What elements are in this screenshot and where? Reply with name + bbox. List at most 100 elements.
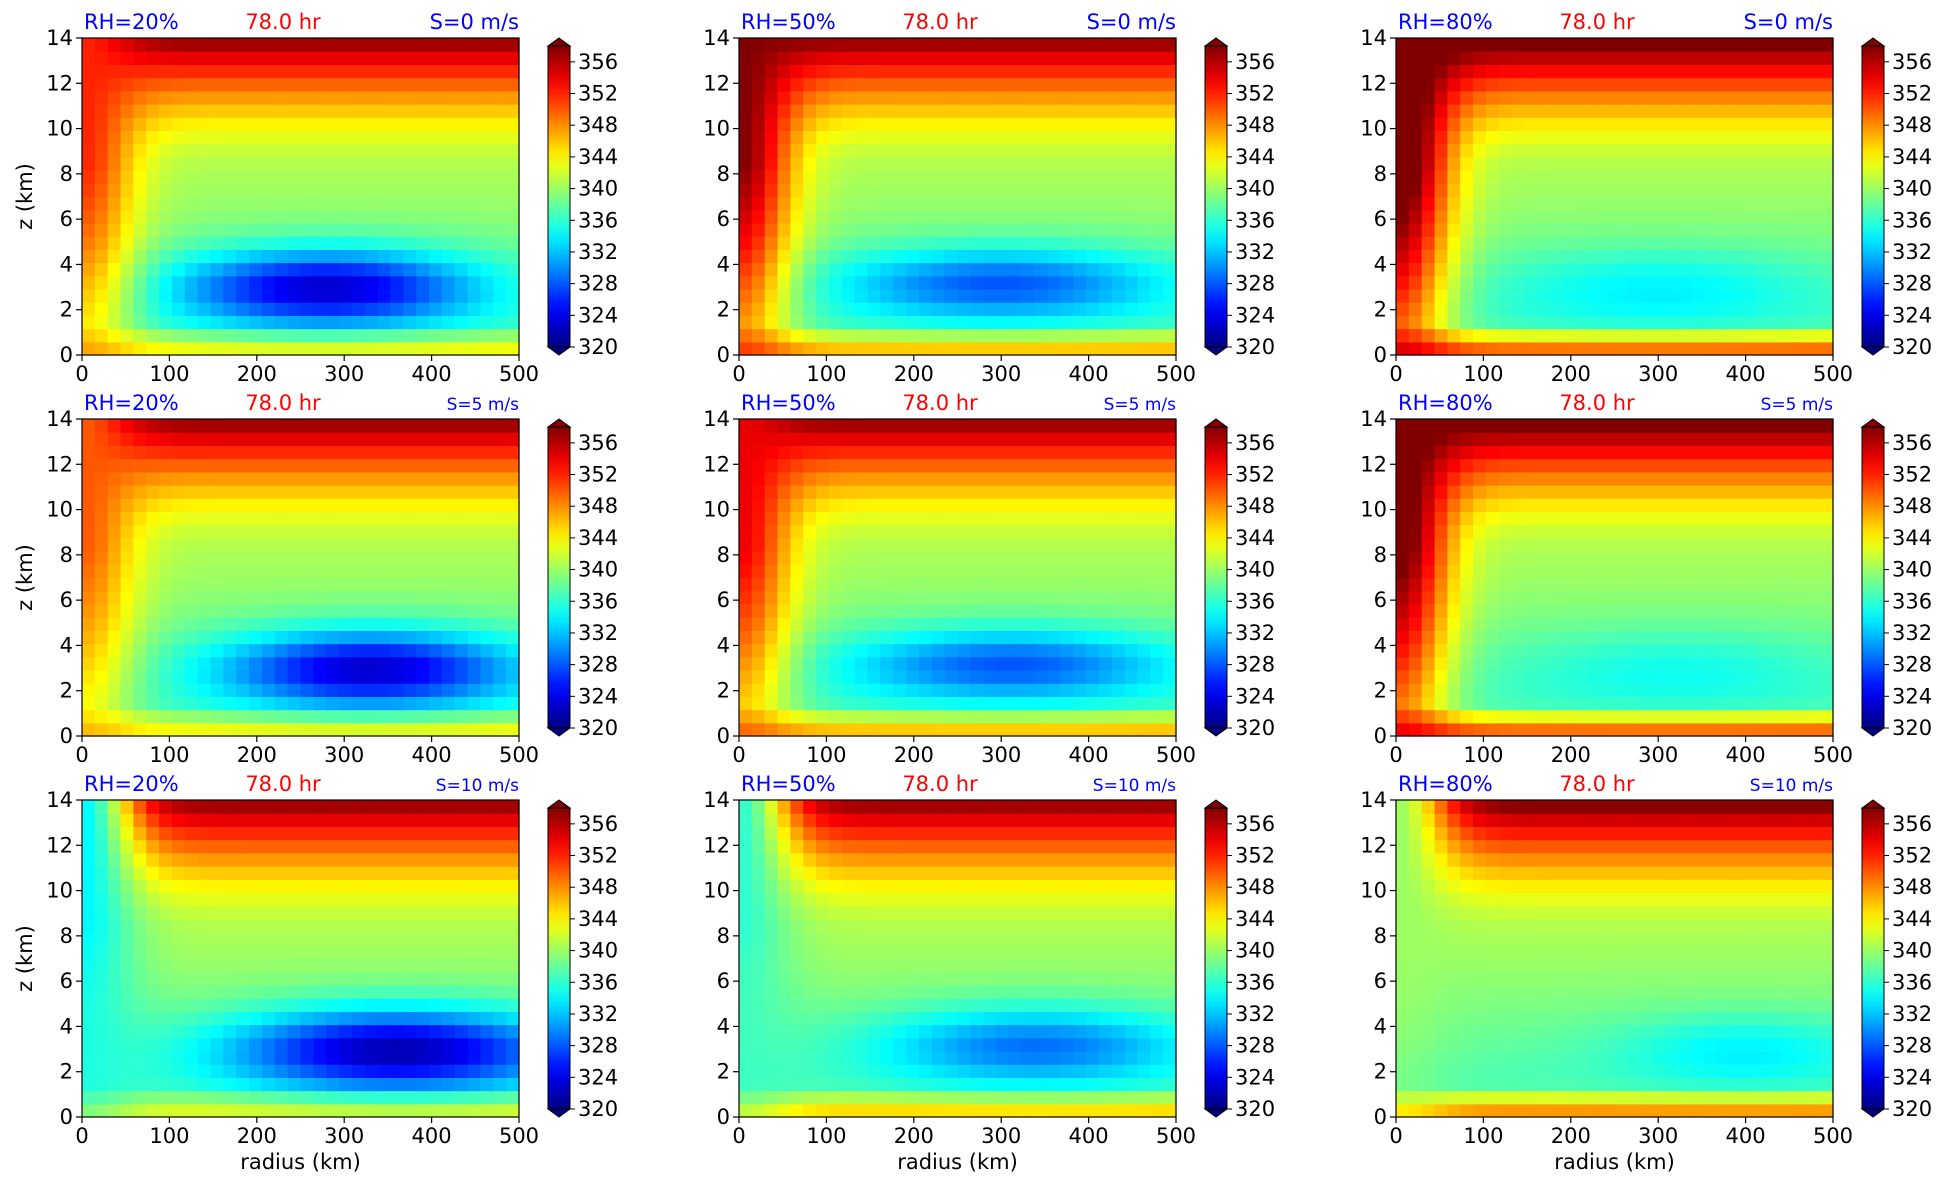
field-cell: [957, 590, 971, 605]
filled-contour-field: [82, 419, 520, 737]
field-cell: [803, 643, 817, 658]
field-cell: [1511, 590, 1526, 605]
field-cell: [1008, 419, 1023, 433]
field-cell: [82, 156, 96, 171]
field-cell: [493, 603, 507, 618]
field-cell: [944, 341, 959, 356]
field-cell: [1755, 64, 1770, 79]
field-cell: [364, 143, 379, 158]
field-cell: [480, 709, 494, 724]
title-shear: S=5 m/s: [1104, 395, 1177, 415]
field-cell: [1460, 222, 1474, 237]
field-cell: [1781, 236, 1796, 250]
field-cell: [454, 130, 469, 145]
field-cell: [184, 38, 199, 52]
field-cell: [82, 51, 96, 66]
field-cell: [1601, 117, 1616, 132]
field-cell: [880, 709, 894, 724]
field-cell: [133, 236, 147, 250]
field-cell: [133, 104, 147, 118]
field-cell: [739, 170, 753, 184]
field-cell: [867, 77, 881, 92]
field-cell: [184, 630, 199, 645]
field-cell: [1524, 130, 1538, 145]
field-cell: [1511, 511, 1526, 526]
field-cell: [1447, 209, 1461, 224]
field-cell: [1563, 498, 1577, 513]
field-cell: [803, 471, 817, 486]
field-cell: [1460, 630, 1474, 645]
field-cell: [1575, 64, 1590, 79]
field-cell: [210, 262, 224, 277]
field-cell: [1691, 209, 1706, 224]
field-cell: [133, 222, 147, 237]
field-cell: [506, 656, 520, 671]
field-cell: [82, 537, 96, 552]
field-cell: [816, 302, 830, 316]
field-cell: [790, 643, 804, 658]
field-cell: [893, 709, 907, 724]
field-cell: [390, 458, 404, 473]
field-cell: [390, 209, 404, 224]
field-cell: [403, 696, 417, 711]
field-cell: [1473, 709, 1487, 724]
field-cell: [159, 288, 173, 303]
field-cell: [146, 696, 160, 711]
field-cell: [236, 524, 250, 539]
field-cell: [1473, 445, 1487, 460]
field-cell: [197, 458, 212, 473]
field-cell: [1537, 524, 1551, 539]
field-cell: [364, 249, 379, 264]
field-cell: [1665, 104, 1680, 118]
field-cell: [364, 38, 379, 52]
field-cell: [841, 603, 856, 618]
field-cell: [1098, 498, 1113, 513]
field-cell: [133, 77, 147, 92]
field-cell: [1396, 288, 1410, 303]
field-cell: [1511, 458, 1526, 473]
field-cell: [480, 471, 494, 486]
field-cell: [1163, 722, 1177, 737]
field-cell: [197, 432, 212, 447]
field-cell: [1640, 302, 1654, 316]
field-cell: [364, 104, 379, 118]
field-cell: [841, 551, 856, 565]
field-cell: [1511, 419, 1526, 433]
field-cell: [1717, 577, 1731, 592]
field-cell: [1524, 537, 1538, 552]
field-cell: [197, 537, 212, 552]
field-cell: [1086, 38, 1100, 52]
field-cell: [906, 196, 920, 211]
field-cell: [441, 722, 456, 737]
field-cell: [351, 603, 366, 618]
field-cell: [1614, 302, 1628, 316]
field-cell: [223, 143, 237, 158]
field-cell: [159, 38, 173, 52]
field-cell: [1060, 458, 1074, 473]
field-cell: [249, 419, 263, 433]
field-cell: [1691, 341, 1706, 356]
field-cell: [287, 643, 302, 658]
field-cell: [1124, 170, 1139, 184]
field-cell: [764, 419, 779, 433]
field-cell: [1614, 669, 1628, 684]
field-cell: [480, 643, 494, 658]
field-cell: [339, 432, 353, 447]
field-cell: [1060, 315, 1074, 330]
field-cell: [816, 262, 830, 277]
field-cell: [1794, 288, 1808, 303]
field-cell: [1073, 722, 1087, 737]
field-cell: [210, 709, 224, 724]
field-cell: [1086, 696, 1100, 711]
field-cell: [1498, 328, 1513, 343]
field-cell: [1627, 590, 1641, 605]
field-cell: [1653, 64, 1667, 79]
field-cell: [1550, 170, 1564, 184]
field-cell: [1524, 498, 1538, 513]
field-cell: [480, 288, 494, 303]
field-cell: [416, 485, 430, 499]
field-cell: [416, 328, 430, 343]
field-cell: [300, 458, 314, 473]
field-cell: [816, 117, 830, 132]
field-cell: [777, 38, 792, 52]
